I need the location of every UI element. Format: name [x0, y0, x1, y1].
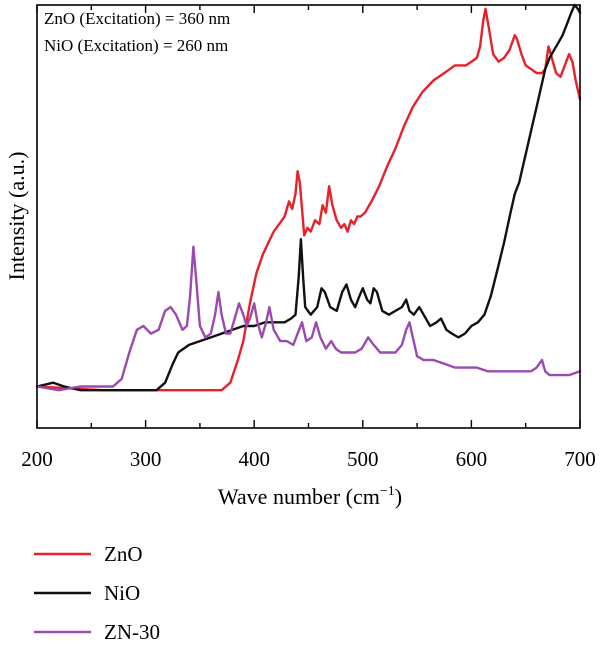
plot-frame	[36, 4, 581, 429]
plot-lines	[35, 3, 582, 392]
series-line-zno	[35, 7, 582, 392]
annotation-zno-excitation: ZnO (Excitation) = 360 nm	[44, 9, 230, 28]
x-axis-ticks: 200 300 400 500 600 700	[21, 5, 596, 471]
x-tick-label: 400	[238, 447, 270, 471]
legend-label-zno: ZnO	[104, 542, 143, 566]
x-axis-label-close: )	[395, 484, 402, 509]
x-tick-label: 700	[564, 447, 596, 471]
x-tick-label: 300	[130, 447, 162, 471]
x-tick-label: 600	[456, 447, 488, 471]
axes-box	[36, 4, 581, 429]
x-tick-label: 500	[347, 447, 379, 471]
annotation-nio-excitation: NiO (Excitation) = 260 nm	[44, 36, 228, 55]
x-axis-label-superscript: −1	[380, 484, 395, 499]
x-axis-label: Wave number (cm−1)	[218, 484, 402, 509]
series-line-nio	[35, 3, 582, 392]
legend-label-nio: NiO	[104, 581, 140, 605]
series-line-zn-30	[35, 245, 582, 392]
legend: ZnO NiO ZN-30	[34, 542, 160, 644]
y-axis-label: Intensity (a.u.)	[4, 152, 29, 281]
x-tick-label: 200	[21, 447, 53, 471]
legend-label-zn-30: ZN-30	[104, 620, 160, 644]
x-axis-label-main: Wave number (cm	[218, 484, 380, 509]
